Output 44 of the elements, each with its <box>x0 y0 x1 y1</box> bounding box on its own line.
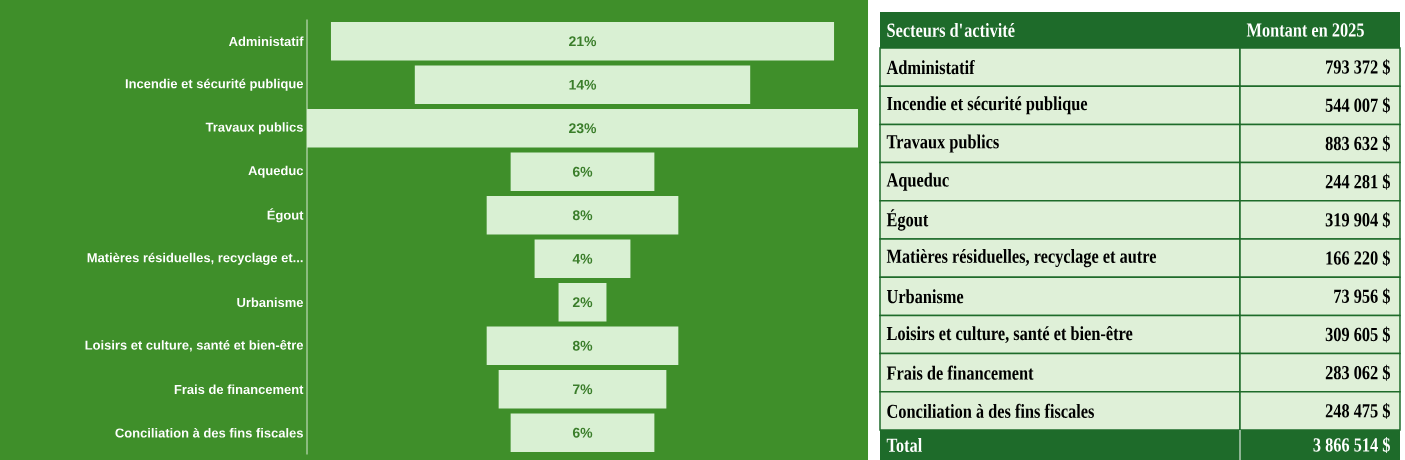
category-label: Administatif <box>886 59 975 75</box>
category-label: Loisirs et culture, santé et bien-être <box>886 325 1133 344</box>
category-label: Conciliation à des fins fiscales <box>887 403 1094 419</box>
category-label: Urbanisme <box>237 297 304 308</box>
data-label: 248 475 $ <box>1325 402 1390 419</box>
category-label: Matières résiduelles, recyclage et autre <box>886 248 1157 268</box>
category-label: Travaux publics <box>205 122 303 135</box>
category-label: Conciliation à des fins fiscales <box>115 427 303 438</box>
category-label: Administatif <box>228 36 304 47</box>
data-label: 2% <box>572 297 593 308</box>
data-label: 14% <box>569 79 597 90</box>
data-label: 883 632 $ <box>1325 135 1390 152</box>
data-label: 4% <box>572 253 593 264</box>
data-label: 7% <box>573 384 593 395</box>
data-label: 166 220 $ <box>1326 250 1390 267</box>
data-label: 21% <box>569 36 597 47</box>
category-label: Égout <box>886 209 929 231</box>
category-label: Incendie et sécurité publique <box>887 96 1088 115</box>
category-label: Travaux publics <box>886 134 999 153</box>
text: Montant en 2025 <box>1246 23 1364 37</box>
data-label: 6% <box>572 427 593 438</box>
text: Secteurs d'activité <box>887 22 1015 38</box>
category-label: Frais de financement <box>174 384 304 395</box>
data-label: 73 956 $ <box>1334 288 1390 305</box>
data-label: 244 281 $ <box>1325 173 1390 190</box>
category-label: Urbanisme <box>886 289 964 304</box>
category-label: Matières résiduelles, recyclage et... <box>87 252 303 265</box>
category-label: Égout <box>267 208 304 223</box>
data-label: 8% <box>572 340 593 351</box>
data-label: 319 904 $ <box>1325 211 1390 228</box>
data-label: 6% <box>572 166 593 177</box>
data-label: 793 372 $ <box>1326 59 1390 76</box>
data-label: 283 062 $ <box>1325 364 1390 381</box>
category-label: Loisirs et culture, santé et bien-être <box>85 339 304 352</box>
text: 3 866 514 $ <box>1313 437 1390 453</box>
category-label: Frais de financement <box>886 365 1034 380</box>
data-label: 8% <box>572 210 593 221</box>
data-label: 309 605 $ <box>1325 326 1390 343</box>
text: Total <box>886 437 922 452</box>
data-label: 544 007 $ <box>1325 97 1390 114</box>
category-label: Aqueduc <box>248 165 304 178</box>
data-label: 23% <box>569 123 597 134</box>
category-label: Aqueduc <box>886 172 949 191</box>
category-label: Incendie et sécurité publique <box>125 78 304 91</box>
